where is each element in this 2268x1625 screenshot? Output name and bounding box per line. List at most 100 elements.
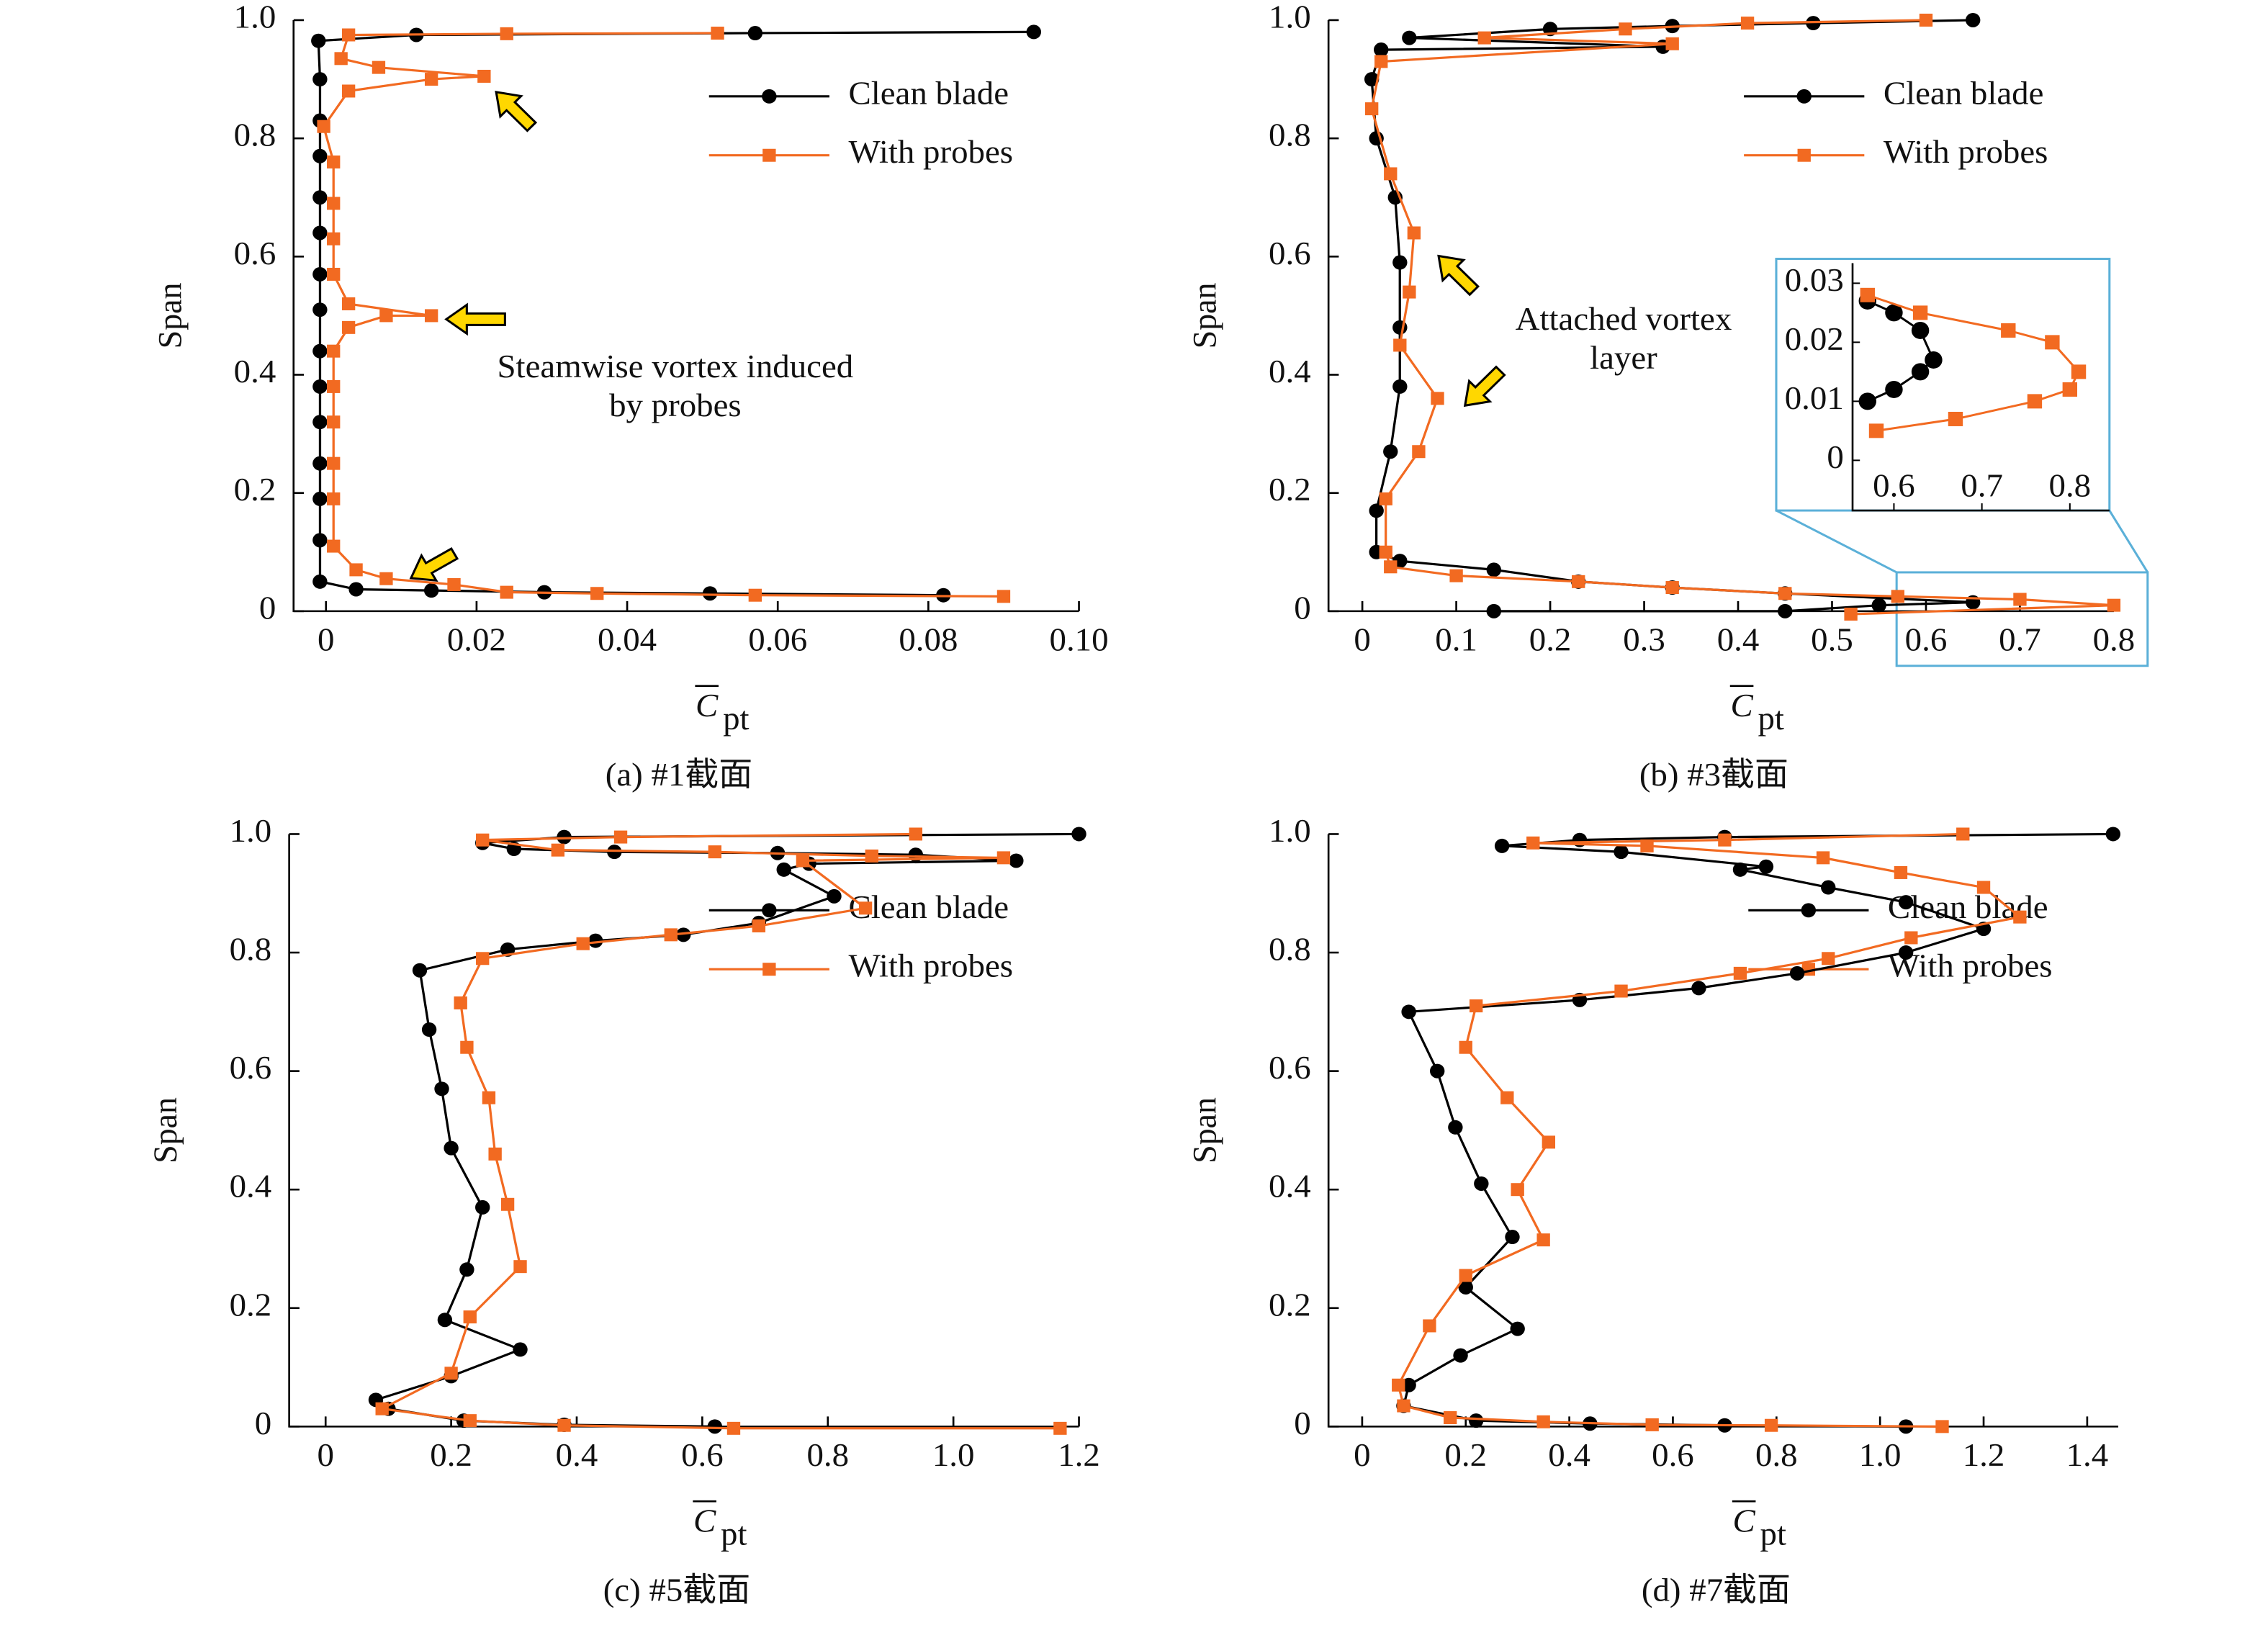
point	[1645, 1418, 1659, 1431]
point	[477, 69, 491, 83]
point	[312, 190, 328, 205]
point	[1009, 853, 1024, 868]
x-tick-label: 0.4	[1548, 1437, 1590, 1473]
y-tick-label: 0	[259, 590, 276, 626]
point	[1431, 392, 1444, 405]
arrow	[495, 91, 538, 132]
inset-point	[1925, 351, 1943, 369]
point	[1614, 845, 1629, 860]
x-tick-label: 0.6	[1652, 1437, 1694, 1473]
x-axis-label-subscript: pt	[721, 1516, 747, 1552]
point	[1511, 1183, 1524, 1197]
point	[726, 1421, 741, 1435]
point	[327, 415, 341, 429]
point	[312, 148, 328, 163]
y-tick-label: 1.0	[1269, 813, 1311, 849]
point	[312, 415, 328, 430]
point	[424, 309, 438, 323]
x-tick-label: 0.3	[1623, 622, 1665, 658]
point	[1401, 1377, 1416, 1392]
y-tick-label: 0.2	[1269, 1287, 1311, 1323]
point	[421, 1022, 437, 1037]
point	[1392, 379, 1408, 394]
x-tick-label: 1.0	[932, 1437, 975, 1473]
point	[1379, 545, 1392, 559]
legend-marker	[762, 148, 776, 162]
point	[613, 830, 628, 844]
point	[1536, 1233, 1550, 1247]
point	[711, 27, 724, 40]
y-tick-label: 0.4	[1269, 354, 1311, 390]
y-tick-label: 0	[1294, 1405, 1310, 1441]
x-tick-label: 0.8	[2093, 622, 2136, 658]
y-tick-label: 0.8	[230, 932, 272, 968]
point	[1374, 55, 1388, 68]
point	[1026, 24, 1041, 40]
point	[1871, 598, 1886, 613]
point	[447, 577, 461, 591]
point	[454, 996, 467, 1009]
point	[327, 267, 341, 281]
point	[379, 309, 393, 323]
point	[412, 963, 428, 978]
legend-label: With probes	[848, 948, 1013, 984]
point	[1904, 931, 1918, 945]
point	[1510, 1321, 1525, 1336]
point	[1403, 285, 1416, 299]
point	[1458, 1279, 1473, 1295]
point	[1758, 859, 1774, 874]
point	[482, 1091, 496, 1104]
inset-point	[2045, 335, 2060, 350]
y-axis-label: Span	[1187, 1097, 1224, 1163]
x-tick-label: 0.4	[556, 1437, 598, 1473]
legend-label: With probes	[1884, 135, 2048, 171]
inset-x-tick-label: 0.8	[2049, 468, 2092, 504]
series-line	[1370, 19, 2115, 616]
point	[776, 862, 791, 877]
x-axis-label-subscript: pt	[1758, 701, 1785, 737]
x-tick-label: 0.8	[806, 1437, 849, 1473]
subplot: 0 0.02 0.04 0.06 0.08 0.10 0 0.2 0.4 0.6 0.8 1.0 Spa…	[152, 0, 1109, 793]
point	[1816, 851, 1830, 865]
y-tick-label: 0.8	[234, 117, 276, 153]
y-tick-label: 0	[255, 1405, 271, 1441]
y-axis-label: Span	[1187, 282, 1224, 348]
point	[327, 539, 341, 553]
point	[752, 919, 766, 932]
point	[312, 225, 328, 240]
point	[1071, 827, 1086, 842]
point	[1384, 560, 1398, 574]
annotation: Attached vortex	[1516, 301, 1732, 337]
x-tick-label: 0	[1354, 622, 1370, 658]
annotation: Steamwise vortex induced	[498, 348, 854, 384]
point	[312, 491, 328, 506]
inset-point	[1868, 423, 1884, 438]
inset-axis	[1851, 263, 2110, 512]
subplot: 0 0.2 0.4 0.6 0.8 1.0 1.2 1.4 0 0.2 0.4 0.6 0.8 1.0 Sp…	[1187, 813, 2121, 1608]
x-tick-label: 0.6	[1905, 622, 1948, 658]
y-tick-label: 0.6	[1269, 1050, 1311, 1086]
inset: 0.6 0.7 0.8 0 0.01 0.02 0.03	[1785, 262, 2110, 512]
x-axis-label: C	[693, 1503, 716, 1539]
point	[1379, 492, 1392, 505]
point	[708, 845, 721, 859]
point	[2107, 598, 2121, 612]
point	[341, 28, 356, 42]
point	[1364, 72, 1380, 87]
x-tick-label: 0.02	[447, 622, 506, 658]
point	[1468, 1413, 1484, 1428]
x-tick-label: 0.10	[1050, 622, 1109, 658]
y-tick-label: 1.0	[230, 813, 272, 849]
point	[312, 343, 328, 359]
point	[1789, 965, 1805, 981]
x-tick-label: 0.08	[899, 622, 958, 658]
point	[334, 52, 348, 66]
legend-marker	[762, 963, 776, 976]
x-axis-label-subscript: pt	[1760, 1516, 1787, 1552]
x-tick-label: 0.1	[1435, 622, 1477, 658]
inset-point	[2062, 382, 2078, 397]
point	[2013, 910, 2027, 924]
x-tick-label: 1.4	[2066, 1437, 2109, 1473]
y-tick-label: 0.6	[234, 235, 276, 271]
annotation: by probes	[609, 387, 742, 423]
